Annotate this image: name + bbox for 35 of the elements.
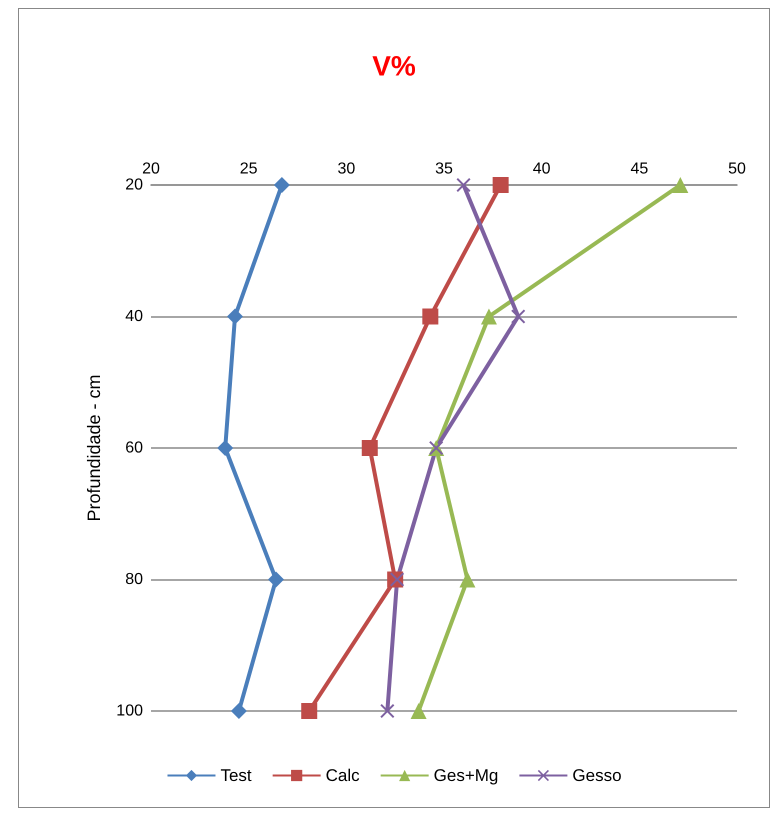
x-tick-label: 50	[728, 160, 746, 178]
point	[672, 177, 688, 193]
point	[226, 308, 243, 324]
y-tick-label: 100	[116, 702, 144, 720]
point	[511, 310, 526, 324]
legend-label: Calc	[326, 766, 360, 785]
point	[459, 572, 476, 588]
point	[492, 177, 509, 193]
point	[456, 178, 471, 192]
legend-label: Ges+Mg	[434, 766, 498, 785]
point	[301, 703, 318, 719]
point	[480, 308, 497, 324]
legend-label: Test	[220, 766, 252, 785]
legend-label: Gesso	[572, 766, 622, 785]
x-tick-label: 45	[630, 160, 648, 178]
point	[410, 703, 427, 719]
x-tick-label: 40	[532, 160, 551, 178]
point	[380, 704, 394, 718]
x-tick-label: 30	[337, 160, 356, 178]
point	[217, 440, 234, 456]
x-tick-label: 35	[435, 160, 453, 178]
point	[422, 308, 438, 324]
point	[390, 572, 404, 586]
x-tick-label: 20	[142, 160, 160, 178]
point	[230, 703, 247, 719]
point	[362, 440, 378, 456]
point	[274, 177, 290, 193]
y-axis-title: Profundidade - cm	[84, 374, 104, 522]
y-tick-label: 80	[125, 571, 144, 588]
x-tick-label: 25	[240, 160, 258, 178]
chart-title: V%	[372, 50, 416, 82]
y-tick-label: 60	[125, 440, 144, 456]
point	[268, 572, 284, 588]
y-tick-label: 20	[125, 176, 144, 194]
y-tick-label: 40	[125, 308, 144, 325]
